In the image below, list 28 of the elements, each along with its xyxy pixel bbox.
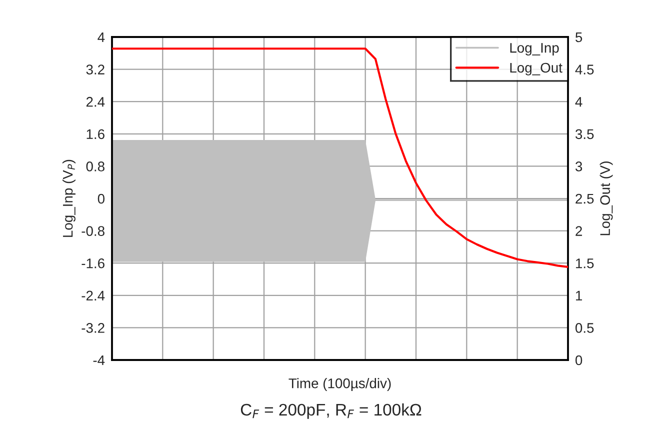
y2-tick-label: 3.5 [575,129,594,140]
legend-label: Log_Out [510,62,562,76]
y2-tick-label: 4.5 [575,64,594,74]
y2-tick-label: 3 [575,162,582,172]
y-tick-label: -3.2 [82,323,104,333]
y2-axis-title: Log_Out (V) [600,162,613,236]
y2-tick-label: 2.5 [576,194,594,204]
y-tick-label: 1.6 [86,129,104,140]
y-tick-label: 2.4 [86,96,105,107]
y2-tick-label: 5 [576,32,582,42]
y-tick-label: -0.8 [82,226,104,236]
y2-tick-label: 4 [575,97,582,107]
y-tick-label: -2.4 [82,290,105,300]
y-tick-label: -1.6 [82,258,104,268]
y-tick-label: 4 [98,32,105,42]
y2-tick-label: 2 [576,226,582,236]
y2-tick-label: 1 [576,290,582,300]
text: C$_{F}$ = 200pF, R$_{F}$ = 100kΩ [240,403,422,419]
y-tick-label: 3.2 [86,64,104,74]
y-axis-title: Log_Inp (V$_{P}$) [62,160,76,237]
y-tick-label: 0 [98,194,105,204]
y-tick-label: 0.8 [86,162,104,172]
x-axis-title: Time (100µs/div) [288,378,391,392]
legend-label: Log_Inp [510,43,559,56]
y2-tick-label: 0 [575,355,582,366]
y2-tick-label: 0.5 [575,323,594,333]
y2-tick-label: 1.5 [576,258,594,268]
y-tick-label: -4 [93,355,105,366]
